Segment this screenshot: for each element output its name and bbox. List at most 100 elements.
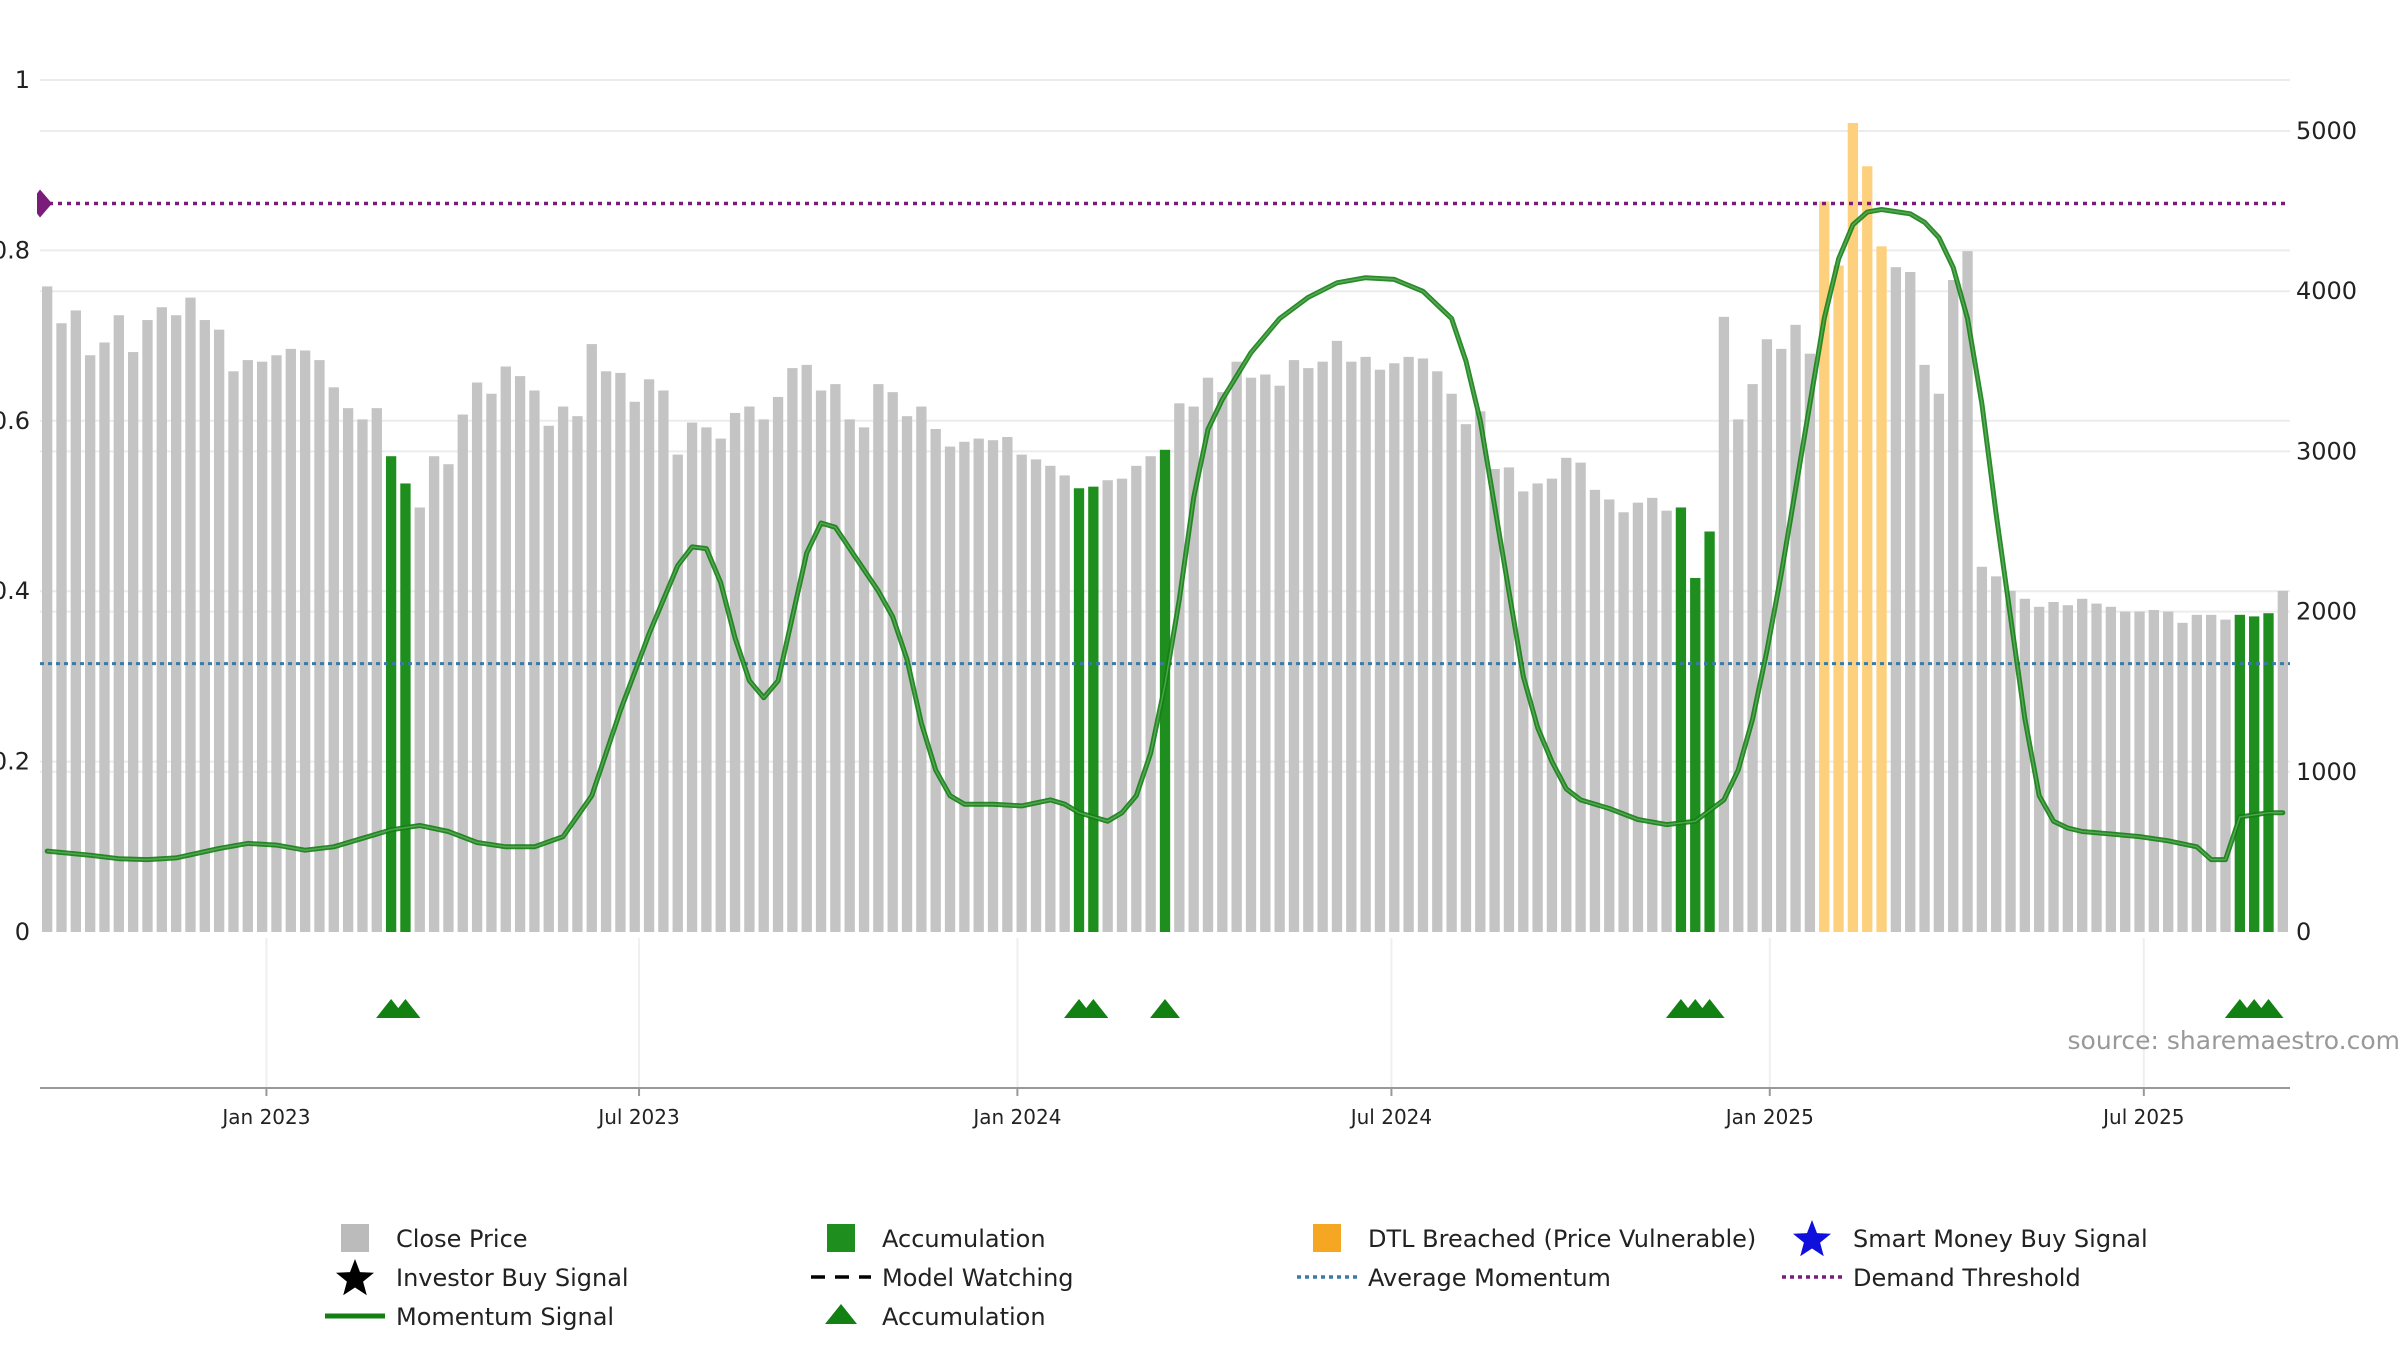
close-price-bar xyxy=(70,310,81,932)
legend-square xyxy=(1313,1224,1341,1252)
left-tick-label: 1 xyxy=(15,66,30,94)
close-price-bar xyxy=(2091,603,2102,932)
close-price-bar xyxy=(2163,611,2174,932)
close-price-bar xyxy=(1776,348,1787,932)
close-price-bar xyxy=(2191,614,2203,932)
legend-label: Close Price xyxy=(396,1225,528,1253)
momentum-signal-highlight xyxy=(47,208,2283,861)
dtl-breached-bar xyxy=(1847,122,1859,933)
legend-item: Average Momentum xyxy=(1297,1264,1611,1292)
legend-item: Momentum Signal xyxy=(325,1303,614,1331)
close-price-bar xyxy=(1432,371,1443,932)
close-price-bar xyxy=(1561,457,1572,932)
close-price-bar xyxy=(1102,480,1113,932)
accumulation-triangle xyxy=(2253,999,2284,1018)
legend-star xyxy=(1793,1220,1831,1257)
close-price-bar xyxy=(557,406,569,932)
close-price-bar xyxy=(815,390,827,932)
legend-label: Average Momentum xyxy=(1368,1264,1611,1292)
close-price-bar xyxy=(1475,411,1486,933)
close-price-bar xyxy=(127,352,139,932)
close-price-bar xyxy=(1260,374,1271,932)
dtl-breached-bar xyxy=(1819,201,1830,932)
accumulation-bar xyxy=(1073,488,1085,932)
close-price-bar xyxy=(1303,368,1314,932)
close-price-bar xyxy=(1733,419,1744,932)
close-price-bar xyxy=(643,379,655,932)
legend-label: DTL Breached (Price Vulnerable) xyxy=(1368,1225,1756,1253)
close-price-bar xyxy=(1145,456,1156,932)
accumulation-bar xyxy=(1690,577,1701,932)
dtl-breached-bar xyxy=(1876,246,1887,932)
close-price-bar xyxy=(844,419,855,932)
close-price-bar xyxy=(572,416,583,932)
close-price-bar xyxy=(1718,316,1730,932)
x-tick-label: Jul 2024 xyxy=(1349,1105,1432,1129)
close-price-bar xyxy=(615,372,626,933)
legend-item: DTL Breached (Price Vulnerable) xyxy=(1313,1224,1756,1253)
close-price-bar xyxy=(930,428,941,932)
close-price-bar xyxy=(2134,611,2145,932)
accumulation-bar xyxy=(1675,507,1687,932)
close-price-bar xyxy=(1460,424,1472,932)
close-price-bar xyxy=(1131,465,1142,932)
close-price-bar xyxy=(1389,363,1400,932)
close-price-bar xyxy=(1231,361,1242,932)
close-price-bar xyxy=(2077,598,2088,932)
close-price-bar xyxy=(428,456,440,932)
close-price-bar xyxy=(1030,459,1042,932)
close-price-bar xyxy=(457,414,468,933)
legend-label: Investor Buy Signal xyxy=(396,1264,629,1292)
accumulation-bar xyxy=(1088,486,1099,932)
close-price-bar xyxy=(658,390,669,932)
accumulation-bar xyxy=(2263,613,2274,932)
close-price-bar xyxy=(113,315,124,933)
close-price-bar xyxy=(1360,356,1371,933)
close-price-bar xyxy=(543,425,554,932)
close-price-bar xyxy=(170,315,182,933)
close-price-bar xyxy=(1116,478,1128,932)
accumulation-bar xyxy=(385,456,397,932)
close-price-bar xyxy=(758,419,769,932)
accumulation-triangle xyxy=(1078,999,1109,1018)
close-price-bar xyxy=(2177,622,2188,932)
close-price-bar xyxy=(328,387,339,932)
accumulation-triangle xyxy=(1694,999,1725,1018)
accumulation-triangle xyxy=(390,999,421,1018)
close-price-bar xyxy=(973,438,984,932)
close-price-bar xyxy=(1503,467,1515,932)
close-price-bar xyxy=(887,392,898,933)
close-price-bar xyxy=(959,441,970,932)
close-price-bar xyxy=(1647,497,1658,932)
right-tick-label: 3000 xyxy=(2296,437,2357,465)
close-price-bar xyxy=(701,427,712,932)
close-price-bar xyxy=(1790,324,1801,932)
close-price-bar xyxy=(1962,251,1973,932)
close-price-bar xyxy=(987,440,999,932)
x-tick-label: Jul 2025 xyxy=(2101,1105,2184,1129)
x-tick-label: Jan 2023 xyxy=(220,1105,310,1129)
close-price-bar xyxy=(1417,358,1429,932)
close-price-bar xyxy=(471,382,483,932)
close-price-bar xyxy=(2120,611,2131,932)
close-price-bar xyxy=(1317,361,1328,932)
close-price-bar xyxy=(2048,601,2059,932)
legend-label: Model Watching xyxy=(882,1264,1074,1292)
close-price-bar xyxy=(1761,339,1773,932)
demand-threshold-marker xyxy=(37,189,52,218)
close-price-bar xyxy=(1016,454,1027,932)
close-price-bar xyxy=(242,360,253,932)
legend-star xyxy=(336,1259,374,1296)
close-price-bar xyxy=(744,406,755,932)
close-price-bar xyxy=(1919,364,1930,933)
close-price-bar xyxy=(1661,510,1672,932)
close-price-bar xyxy=(371,408,382,932)
close-price-bar xyxy=(1374,369,1386,932)
legend: Close Price Accumulation DTL Breached (Pri… xyxy=(325,1220,2148,1331)
close-price-bar xyxy=(256,361,268,932)
dtl-breached-bar xyxy=(1862,166,1873,932)
close-price-bar xyxy=(830,384,841,933)
close-price-bar xyxy=(156,307,167,933)
legend-item: Close Price xyxy=(341,1224,528,1253)
